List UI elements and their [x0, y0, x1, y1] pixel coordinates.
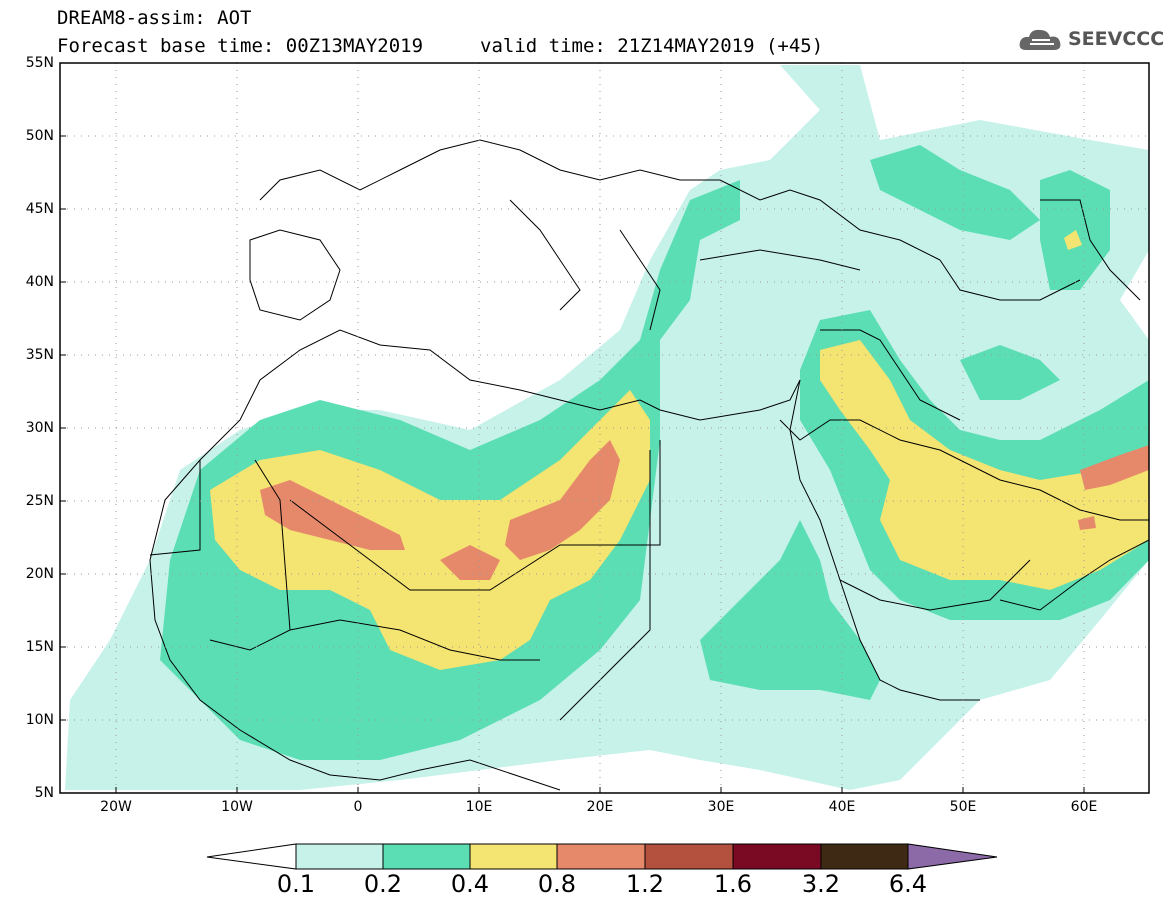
lon-label: 40E [828, 799, 856, 815]
colorbar-label: 3.2 [801, 870, 841, 898]
seevccc-logo: SEEVCCC [1018, 26, 1164, 54]
lon-label: 10W [221, 799, 253, 815]
lon-label: 0 [353, 799, 363, 815]
lat-label: 55N [25, 55, 54, 71]
coastlines [149, 139, 1149, 791]
lat-label: 20N [25, 566, 54, 582]
lat-label: 40N [25, 274, 54, 290]
colorbar-label: 0.1 [276, 870, 316, 898]
colorbar-label: 0.4 [450, 870, 490, 898]
lat-label: 50N [25, 128, 54, 144]
colorbar-label: 6.4 [888, 870, 928, 898]
lat-label: 35N [25, 347, 54, 363]
logo-text: SEEVCCC [1068, 28, 1165, 50]
lon-label: 30E [707, 799, 735, 815]
lon-label: 10E [465, 799, 493, 815]
lat-label: 10N [25, 712, 54, 728]
map-title: DREAM8-assim: AOT [57, 7, 252, 29]
lon-label: 20W [100, 799, 132, 815]
lat-label: 30N [25, 420, 54, 436]
colorbar-label: 0.8 [537, 870, 577, 898]
lon-label: 50E [949, 799, 977, 815]
colorbar-label: 1.6 [713, 870, 753, 898]
colorbar-label: 0.2 [363, 870, 403, 898]
lon-label: 60E [1070, 799, 1098, 815]
aot-field-0.8 [260, 440, 1149, 580]
lat-label: 45N [25, 201, 54, 217]
lon-label: 20E [586, 799, 614, 815]
lat-label: 25N [25, 493, 54, 509]
lat-label: 5N [34, 785, 54, 801]
cloud-icon [1019, 29, 1061, 50]
lat-label: 15N [25, 639, 54, 655]
forecast-base-time: Forecast base time: 00Z13MAY2019 [57, 35, 424, 57]
aot-field-0.4 [210, 230, 1149, 670]
graticule [60, 63, 1149, 793]
valid-time: valid time: 21Z14MAY2019 (+45) [480, 35, 824, 57]
tick-marks [60, 62, 1085, 794]
colorbar-label: 1.2 [625, 870, 665, 898]
